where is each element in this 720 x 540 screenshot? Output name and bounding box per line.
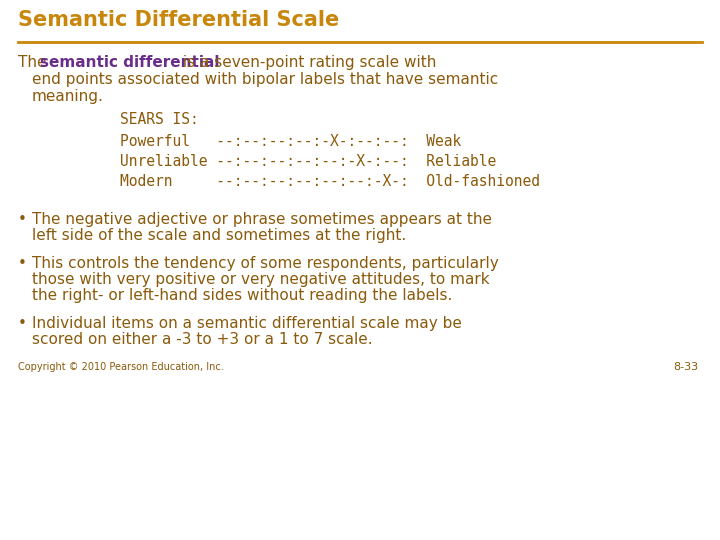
Text: Semantic Differential Scale: Semantic Differential Scale (18, 10, 339, 30)
Text: Copyright © 2010 Pearson Education, Inc.: Copyright © 2010 Pearson Education, Inc. (18, 362, 224, 372)
Text: SEARS IS:: SEARS IS: (120, 112, 199, 127)
Text: •: • (18, 316, 27, 331)
Text: The negative adjective or phrase sometimes appears at the: The negative adjective or phrase sometim… (32, 212, 492, 227)
Text: Unreliable --:--:--:--:--:-X-:--:  Reliable: Unreliable --:--:--:--:--:-X-:--: Reliab… (120, 154, 496, 169)
Text: semantic differential: semantic differential (40, 55, 220, 70)
Text: •: • (18, 256, 27, 271)
Text: those with very positive or very negative attitudes, to mark: those with very positive or very negativ… (32, 272, 490, 287)
Text: end points associated with bipolar labels that have semantic: end points associated with bipolar label… (32, 72, 498, 87)
Text: •: • (18, 212, 27, 227)
Text: is a seven-point rating scale with: is a seven-point rating scale with (178, 55, 436, 70)
Text: the right- or left-hand sides without reading the labels.: the right- or left-hand sides without re… (32, 288, 452, 303)
Text: 8-33: 8-33 (673, 362, 698, 372)
Text: left side of the scale and sometimes at the right.: left side of the scale and sometimes at … (32, 228, 406, 243)
Text: Powerful   --:--:--:--:-X-:--:--:  Weak: Powerful --:--:--:--:-X-:--:--: Weak (120, 134, 462, 149)
Text: meaning.: meaning. (32, 89, 104, 104)
Text: Individual items on a semantic differential scale may be: Individual items on a semantic different… (32, 316, 462, 331)
Text: scored on either a -3 to +3 or a 1 to 7 scale.: scored on either a -3 to +3 or a 1 to 7 … (32, 332, 373, 347)
Text: The: The (18, 55, 51, 70)
Text: Modern     --:--:--:--:--:--:-X-:  Old-fashioned: Modern --:--:--:--:--:--:-X-: Old-fashio… (120, 174, 540, 189)
Text: This controls the tendency of some respondents, particularly: This controls the tendency of some respo… (32, 256, 499, 271)
